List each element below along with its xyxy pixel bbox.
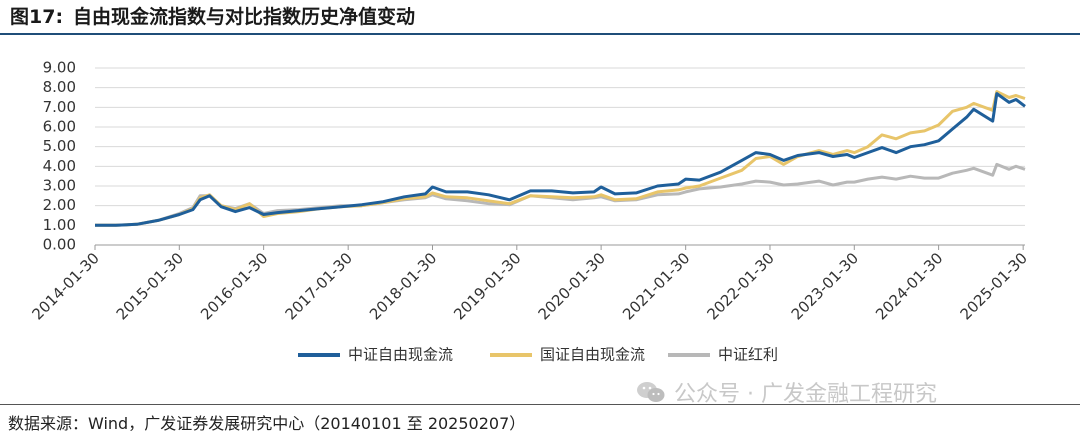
x-tick-label: 2020-01-30 [535, 249, 609, 323]
x-tick-label: 2025-01-30 [957, 249, 1031, 323]
wechat-icon [637, 382, 665, 402]
x-tick-label: 2023-01-30 [788, 249, 862, 323]
y-tick-label: 8.00 [43, 78, 76, 96]
source-rule [0, 404, 1080, 405]
y-tick-label: 3.00 [43, 177, 76, 195]
y-tick-label: 6.00 [43, 118, 76, 136]
x-tick-label: 2021-01-30 [619, 249, 693, 323]
x-tick-label: 2015-01-30 [113, 249, 187, 323]
legend-label: 中证自由现金流 [348, 346, 453, 364]
series-lines [95, 90, 1026, 227]
watermark-text: 公众号 · 广发金融工程研究 [674, 382, 937, 407]
figure-title: 图17: 自由现金流指数与对比指数历史净值变动 [10, 2, 415, 29]
y-tick-label: 5.00 [43, 137, 76, 155]
y-axis: 0.00 1.00 2.003.00 4.00 5.006.00 7.00 8.009.00 [43, 59, 76, 254]
watermark: 公众号 · 广发金融工程研究 [636, 376, 937, 408]
figure-number: 图17: [10, 6, 64, 28]
x-tick-label: 2017-01-30 [282, 249, 356, 323]
y-tick-label: 0.00 [43, 236, 76, 254]
line-chart: 0.00 1.00 2.003.00 4.00 5.006.00 7.00 8.009.00… [28, 59, 1031, 364]
legend-label: 国证自由现金流 [540, 346, 645, 364]
x-tick-label: 2022-01-30 [703, 249, 777, 323]
x-tick-label: 2018-01-30 [366, 249, 440, 323]
x-axis: 2014-01-30 2015-01-30 2016-01-30 2017-01-30… [28, 245, 1031, 323]
y-tick-label: 4.00 [43, 157, 76, 175]
x-tick-label: 2019-01-30 [450, 249, 524, 323]
legend-label: 中证红利 [718, 346, 778, 364]
x-tick-label: 2014-01-30 [28, 249, 102, 323]
x-tick-label: 2024-01-30 [872, 249, 946, 323]
legend: 中证自由现金流 国证自由现金流 中证红利 [298, 346, 778, 364]
series-line [95, 90, 1026, 227]
figure-title-text: 自由现金流指数与对比指数历史净值变动 [73, 6, 416, 28]
y-tick-label: 1.00 [43, 216, 76, 234]
y-tick-label: 2.00 [43, 196, 76, 214]
grid-lines [95, 67, 1025, 246]
source-note: 数据来源：Wind，广发证券发展研究中心（20140101 至 20250207… [8, 414, 526, 433]
title-rule [0, 33, 1080, 35]
series-line [95, 162, 1026, 227]
x-tick-label: 2016-01-30 [197, 249, 271, 323]
y-tick-label: 9.00 [43, 59, 76, 77]
y-tick-label: 7.00 [43, 98, 76, 116]
series-line [95, 92, 1026, 227]
